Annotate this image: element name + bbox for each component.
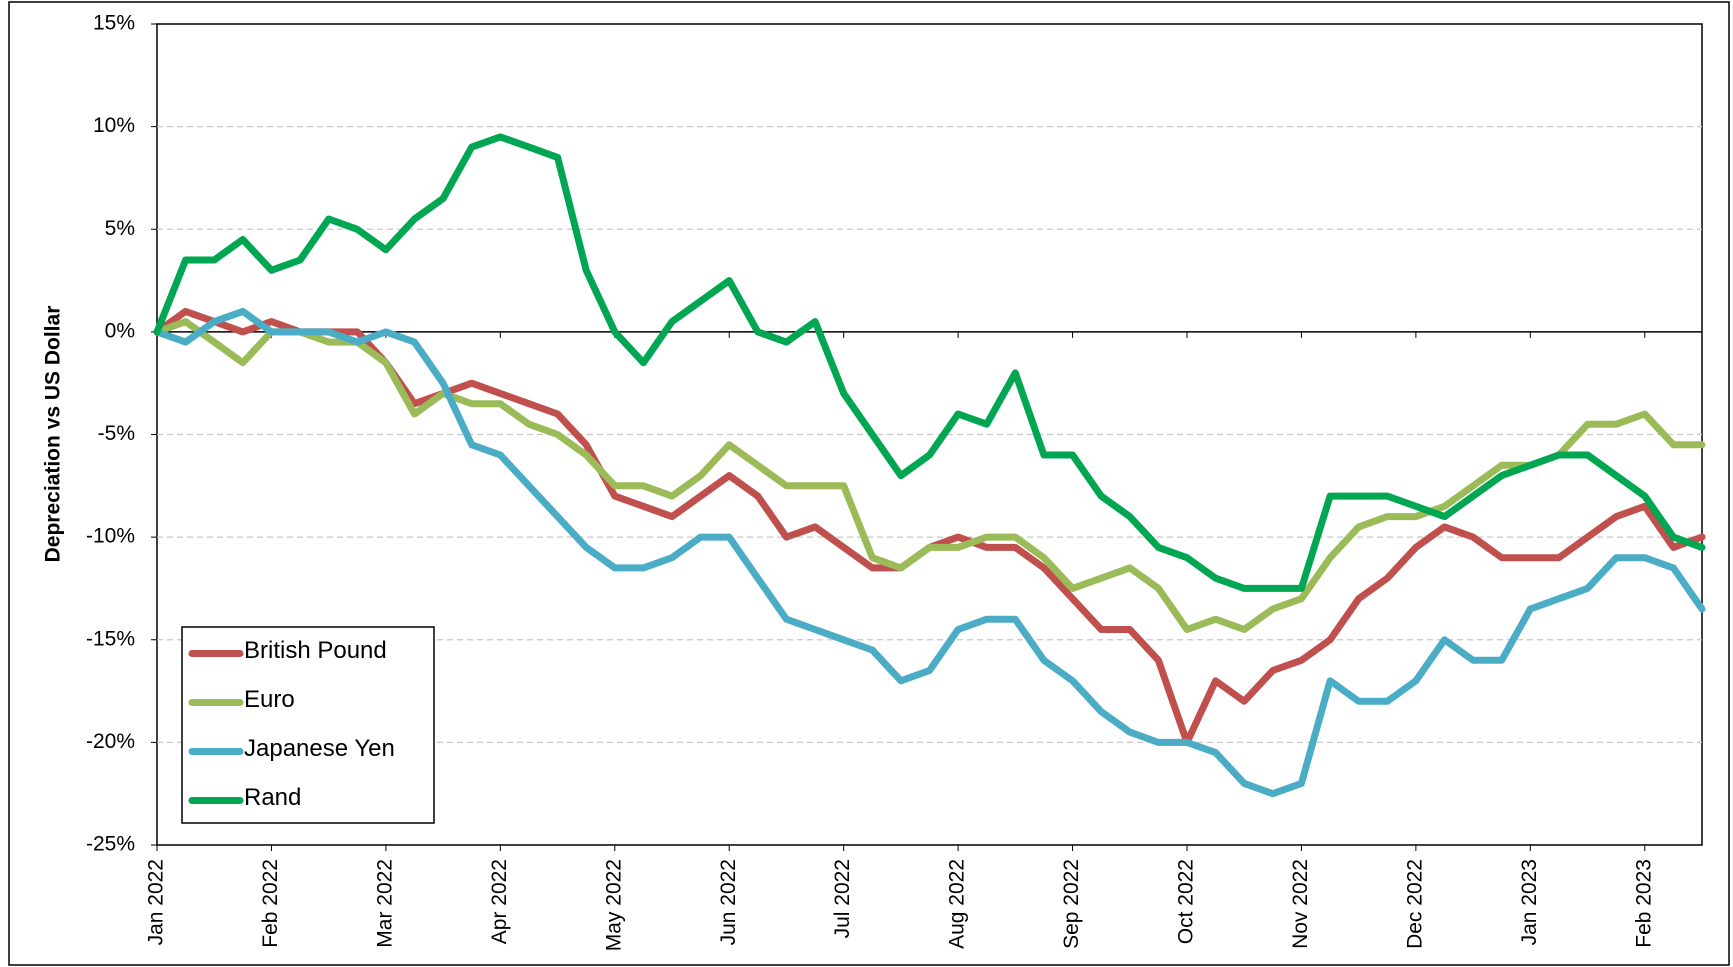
- x-tick-label: Jan 2023: [1518, 859, 1541, 945]
- y-tick-label: -15%: [86, 627, 135, 650]
- y-tick-label: -10%: [86, 525, 135, 548]
- y-tick-label: -5%: [98, 422, 135, 445]
- frame: [8, 1, 1730, 966]
- legend-label: British Pound: [244, 637, 387, 664]
- x-tick-label: Dec 2022: [1403, 859, 1426, 949]
- x-tick-label: Nov 2022: [1289, 859, 1312, 949]
- x-tick-label: Oct 2022: [1175, 859, 1198, 944]
- x-tick-label: May 2022: [602, 859, 625, 951]
- x-tick-label: Jul 2022: [831, 859, 854, 938]
- y-tick-label: 0%: [105, 319, 135, 342]
- y-tick-label: 5%: [105, 217, 135, 240]
- x-tick-label: Sep 2022: [1060, 859, 1083, 949]
- legend-label: Rand: [244, 784, 301, 811]
- legend-box: [181, 626, 435, 824]
- x-tick-label: Apr 2022: [488, 859, 511, 944]
- y-tick-label: 15%: [93, 12, 135, 35]
- series-line: [153, 133, 1706, 592]
- x-tick-label: Jun 2022: [717, 859, 740, 945]
- x-tick-label: Feb 2022: [259, 859, 282, 948]
- legend-label: Euro: [244, 686, 295, 713]
- x-tick-label: Feb 2023: [1632, 859, 1655, 948]
- y-tick-label: -25%: [86, 833, 135, 856]
- x-tick-label: Aug 2022: [946, 859, 969, 949]
- y-axis-label: Depreciation vs US Dollar: [42, 306, 65, 563]
- series-line: [153, 307, 1706, 798]
- x-tick-label: Jan 2022: [145, 859, 168, 945]
- y-tick-label: -20%: [86, 730, 135, 753]
- y-tick-label: 10%: [93, 114, 135, 137]
- legend-label: Japanese Yen: [244, 735, 395, 762]
- series-line: [153, 318, 1706, 633]
- x-tick-label: Mar 2022: [373, 859, 396, 948]
